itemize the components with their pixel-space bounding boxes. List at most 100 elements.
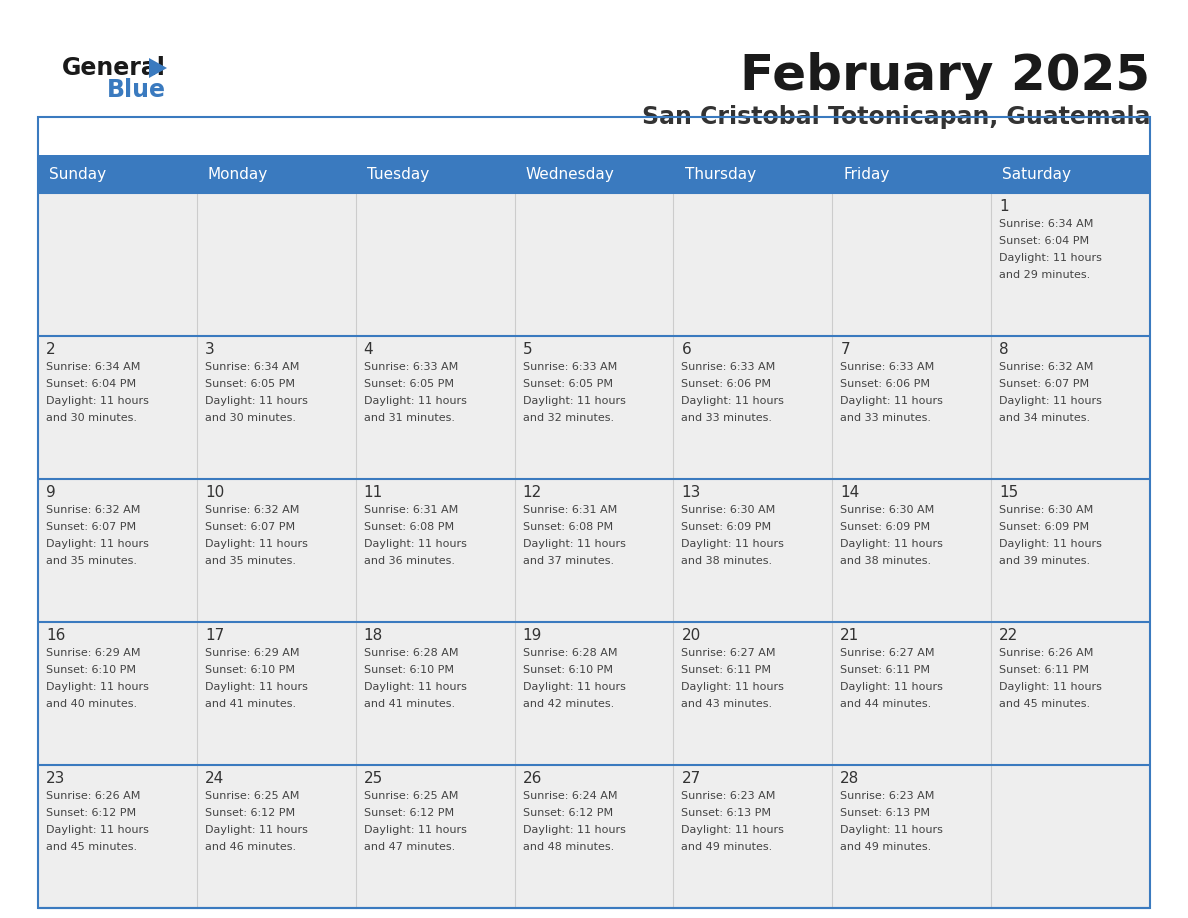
Text: Sunset: 6:10 PM: Sunset: 6:10 PM [523,665,613,675]
Bar [833,193,991,336]
Text: 26: 26 [523,771,542,786]
Text: Sunset: 6:12 PM: Sunset: 6:12 PM [46,808,137,818]
Bar [991,336,1150,479]
Text: Sunset: 6:05 PM: Sunset: 6:05 PM [523,379,613,389]
Text: Sunrise: 6:25 AM: Sunrise: 6:25 AM [364,791,459,801]
Bar [514,765,674,908]
Text: Sunrise: 6:33 AM: Sunrise: 6:33 AM [364,362,457,372]
Bar [674,765,833,908]
Text: and 45 minutes.: and 45 minutes. [46,842,137,852]
Text: and 47 minutes.: and 47 minutes. [364,842,455,852]
Text: Daylight: 11 hours: Daylight: 11 hours [523,396,625,406]
Text: Sunrise: 6:33 AM: Sunrise: 6:33 AM [682,362,776,372]
Text: Sunset: 6:04 PM: Sunset: 6:04 PM [46,379,137,389]
Text: 16: 16 [46,628,65,643]
Text: Sunrise: 6:31 AM: Sunrise: 6:31 AM [364,505,457,515]
Text: Thursday: Thursday [684,166,756,182]
Text: and 49 minutes.: and 49 minutes. [682,842,772,852]
Text: Sunset: 6:11 PM: Sunset: 6:11 PM [999,665,1089,675]
Bar [833,622,991,765]
Bar [514,336,674,479]
Text: 8: 8 [999,342,1009,357]
Text: and 46 minutes.: and 46 minutes. [204,842,296,852]
Bar [514,479,674,622]
Bar [197,479,355,622]
Text: and 34 minutes.: and 34 minutes. [999,413,1091,423]
Text: 17: 17 [204,628,225,643]
Bar [197,765,355,908]
Text: and 41 minutes.: and 41 minutes. [364,699,455,709]
Text: Wednesday: Wednesday [526,166,614,182]
Text: 3: 3 [204,342,215,357]
Text: Sunrise: 6:27 AM: Sunrise: 6:27 AM [682,648,776,658]
Bar [991,193,1150,336]
Text: Daylight: 11 hours: Daylight: 11 hours [523,682,625,692]
Text: Sunset: 6:11 PM: Sunset: 6:11 PM [682,665,771,675]
Text: Sunset: 6:06 PM: Sunset: 6:06 PM [840,379,930,389]
Text: Daylight: 11 hours: Daylight: 11 hours [364,825,467,835]
Text: 7: 7 [840,342,849,357]
Text: Sunrise: 6:32 AM: Sunrise: 6:32 AM [999,362,1093,372]
Text: Daylight: 11 hours: Daylight: 11 hours [364,539,467,549]
Text: Sunrise: 6:31 AM: Sunrise: 6:31 AM [523,505,617,515]
Text: Sunset: 6:08 PM: Sunset: 6:08 PM [364,522,454,532]
Text: 12: 12 [523,485,542,500]
Text: 9: 9 [46,485,56,500]
Text: Daylight: 11 hours: Daylight: 11 hours [682,396,784,406]
Text: and 35 minutes.: and 35 minutes. [204,556,296,566]
Text: Daylight: 11 hours: Daylight: 11 hours [999,539,1102,549]
Text: and 36 minutes.: and 36 minutes. [364,556,455,566]
Text: Daylight: 11 hours: Daylight: 11 hours [840,825,943,835]
Text: and 30 minutes.: and 30 minutes. [204,413,296,423]
Text: Daylight: 11 hours: Daylight: 11 hours [364,396,467,406]
Text: Sunset: 6:11 PM: Sunset: 6:11 PM [840,665,930,675]
Text: Sunset: 6:05 PM: Sunset: 6:05 PM [204,379,295,389]
Text: Sunset: 6:12 PM: Sunset: 6:12 PM [364,808,454,818]
Text: Daylight: 11 hours: Daylight: 11 hours [46,682,148,692]
Text: Sunset: 6:05 PM: Sunset: 6:05 PM [364,379,454,389]
Text: Tuesday: Tuesday [367,166,429,182]
Text: and 33 minutes.: and 33 minutes. [682,413,772,423]
Text: 13: 13 [682,485,701,500]
Polygon shape [148,58,168,78]
Bar [514,193,674,336]
Text: and 45 minutes.: and 45 minutes. [999,699,1091,709]
Text: 24: 24 [204,771,225,786]
Text: Sunset: 6:07 PM: Sunset: 6:07 PM [204,522,295,532]
Text: Daylight: 11 hours: Daylight: 11 hours [364,682,467,692]
Text: Daylight: 11 hours: Daylight: 11 hours [682,682,784,692]
Text: 2: 2 [46,342,56,357]
Bar [674,622,833,765]
Text: Daylight: 11 hours: Daylight: 11 hours [204,539,308,549]
Bar [991,765,1150,908]
Bar [38,336,197,479]
Text: and 40 minutes.: and 40 minutes. [46,699,137,709]
Text: Sunday: Sunday [49,166,106,182]
Text: Sunrise: 6:23 AM: Sunrise: 6:23 AM [840,791,935,801]
Text: Blue: Blue [107,78,166,102]
Text: 23: 23 [46,771,65,786]
Bar [38,193,197,336]
Text: Sunrise: 6:34 AM: Sunrise: 6:34 AM [46,362,140,372]
Text: 11: 11 [364,485,383,500]
Bar [355,336,514,479]
Text: Daylight: 11 hours: Daylight: 11 hours [682,825,784,835]
Text: 19: 19 [523,628,542,643]
Text: and 48 minutes.: and 48 minutes. [523,842,614,852]
Text: Daylight: 11 hours: Daylight: 11 hours [46,825,148,835]
Text: Daylight: 11 hours: Daylight: 11 hours [523,539,625,549]
Text: Sunrise: 6:32 AM: Sunrise: 6:32 AM [46,505,140,515]
Bar [833,479,991,622]
Bar [355,765,514,908]
Text: Sunrise: 6:30 AM: Sunrise: 6:30 AM [682,505,776,515]
Text: Daylight: 11 hours: Daylight: 11 hours [204,682,308,692]
Text: and 41 minutes.: and 41 minutes. [204,699,296,709]
Bar [38,117,1150,908]
Text: 1: 1 [999,199,1009,214]
Text: Sunrise: 6:25 AM: Sunrise: 6:25 AM [204,791,299,801]
Text: 15: 15 [999,485,1018,500]
Text: Sunrise: 6:34 AM: Sunrise: 6:34 AM [999,219,1093,229]
Text: and 29 minutes.: and 29 minutes. [999,270,1091,280]
Text: Sunrise: 6:33 AM: Sunrise: 6:33 AM [840,362,935,372]
Text: Sunrise: 6:32 AM: Sunrise: 6:32 AM [204,505,299,515]
